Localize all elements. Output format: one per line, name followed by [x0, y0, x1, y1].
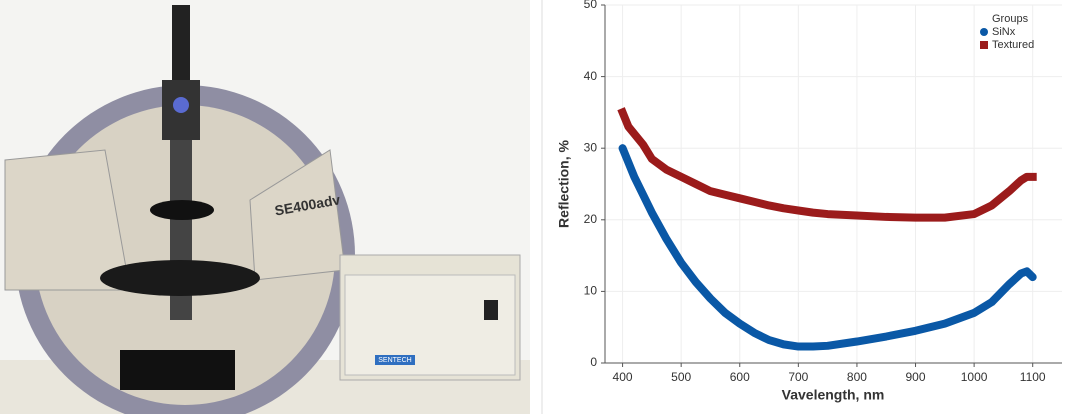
- x-tick-label: 700: [788, 370, 808, 384]
- legend-label: Textured: [992, 39, 1034, 51]
- y-tick-label: 30: [584, 140, 598, 154]
- x-tick-label: 500: [671, 370, 691, 384]
- series-line: [617, 107, 1037, 222]
- x-tick-label: 400: [613, 370, 633, 384]
- x-tick-label: 900: [906, 370, 926, 384]
- brand-label: SENTECH: [378, 357, 411, 364]
- controller-panel: [344, 274, 516, 376]
- camera: [172, 5, 190, 85]
- x-tick-label: 1100: [1020, 370, 1046, 384]
- plot-area: [605, 5, 1062, 363]
- sample-stage: [100, 260, 260, 296]
- instrument-photo: SE400adv SENTECH: [0, 0, 530, 419]
- brand-badge: [375, 355, 415, 365]
- y-tick-label: 50: [584, 0, 598, 11]
- y-tick-label: 40: [584, 69, 598, 83]
- legend-swatch: [980, 28, 988, 36]
- y-tick-label: 10: [584, 284, 598, 298]
- ring: [150, 200, 214, 220]
- y-tick-label: 0: [590, 355, 597, 369]
- legend-title: Groups: [992, 13, 1029, 25]
- y-tick-label: 20: [584, 212, 598, 226]
- legend-swatch: [980, 41, 988, 49]
- x-tick-label: 800: [847, 370, 867, 384]
- x-tick-label: 600: [730, 370, 750, 384]
- legend-label: SiNx: [992, 26, 1016, 38]
- series-line: [618, 144, 1037, 351]
- y-axis-label: Reflection, %: [556, 139, 572, 227]
- base: [120, 350, 235, 390]
- power-switch: [484, 300, 498, 320]
- lens: [173, 97, 189, 113]
- x-axis-label: Vavelength, nm: [782, 387, 885, 403]
- x-tick-label: 1000: [961, 370, 988, 384]
